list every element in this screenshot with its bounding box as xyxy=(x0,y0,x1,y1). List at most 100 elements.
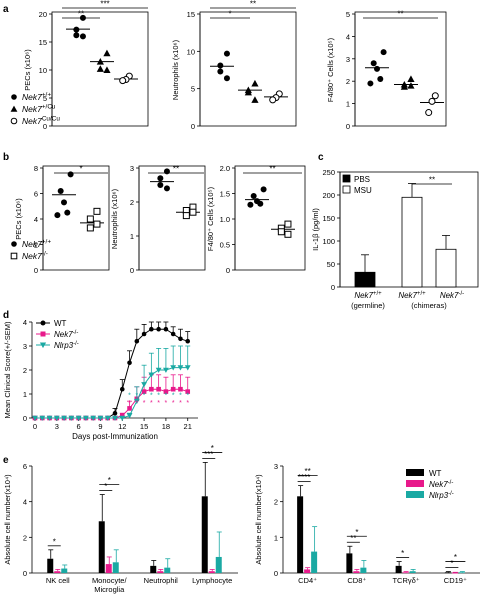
y-tick-label: 10 xyxy=(187,47,195,56)
bar xyxy=(208,571,215,573)
bar xyxy=(201,496,208,573)
legend-b-label: Nek7+/+ xyxy=(22,239,51,249)
plot-frame xyxy=(42,165,110,271)
y-tick-label: 4 xyxy=(23,318,27,327)
y-tick-label: 150 xyxy=(322,214,335,223)
y-tick-label: 15 xyxy=(39,38,47,47)
point-marker xyxy=(10,105,18,112)
bar xyxy=(451,572,458,574)
point-marker xyxy=(112,410,118,416)
significance-label: *** xyxy=(204,450,213,459)
point-marker xyxy=(93,207,101,215)
y-axis-title: F4/80⁺ Cells (x10⁵) xyxy=(206,186,215,251)
point-marker xyxy=(61,199,67,206)
legend-a-label: Nek7Cu/Cu xyxy=(22,116,60,126)
bar xyxy=(444,572,451,574)
point-marker xyxy=(61,415,67,421)
point-marker xyxy=(184,365,191,371)
y-tick-label: 0 xyxy=(34,266,38,275)
significance-label: * xyxy=(228,10,231,19)
panel-label-a: a xyxy=(3,4,9,15)
y-axis-title: PECs (x10⁶) xyxy=(23,49,32,91)
plot-frame xyxy=(234,165,306,271)
x-group-label: Nek7+/+ xyxy=(398,291,426,300)
y-tick-label: 0 xyxy=(130,266,134,275)
point-marker xyxy=(103,66,111,73)
significance-label: ** xyxy=(269,165,275,174)
gene-name: WT xyxy=(429,469,442,478)
y-axis-title: Absolute cell number(x10⁴) xyxy=(3,474,12,565)
y-tick-label: 2.0 xyxy=(220,164,230,173)
x-tick-label: CD8⁺ xyxy=(347,576,366,585)
genotype-superscript: -/- xyxy=(73,341,79,347)
genotype-superscript: +/+ xyxy=(42,239,51,246)
point-marker xyxy=(178,386,183,392)
significance-star: * xyxy=(150,400,153,407)
bar xyxy=(435,248,457,288)
point-marker xyxy=(83,415,89,421)
point-marker xyxy=(39,342,47,349)
y-tick-label: 2 xyxy=(23,533,27,542)
bar xyxy=(395,565,402,573)
point-marker xyxy=(380,49,387,56)
gene-name: Nlrp3 xyxy=(54,341,74,350)
bar xyxy=(311,551,318,573)
point-marker xyxy=(163,367,169,373)
point-marker xyxy=(10,117,18,125)
point-marker xyxy=(79,33,86,40)
point-marker xyxy=(217,68,224,75)
significance-label: ** xyxy=(173,165,179,174)
point-marker xyxy=(157,175,164,182)
y-axis-title: Neutrophils (x10⁶) xyxy=(110,188,119,249)
bar xyxy=(98,521,105,573)
significance-star: * xyxy=(135,400,138,407)
bar xyxy=(112,562,119,573)
y-tick-label: 2 xyxy=(34,241,38,250)
significance-label: * xyxy=(355,528,358,537)
point-marker xyxy=(428,97,436,105)
point-marker xyxy=(119,415,126,421)
y-tick-label: 15 xyxy=(187,10,195,19)
genotype-superscript: -/- xyxy=(459,291,465,297)
y-tick-label: 5 xyxy=(346,10,350,19)
point-marker xyxy=(157,182,164,188)
x-tick-label: 6 xyxy=(77,422,81,431)
bar xyxy=(47,558,54,573)
panel-label-b: b xyxy=(3,152,9,163)
legend-a-label: Nek7+/+ xyxy=(22,92,51,102)
point-marker xyxy=(149,386,154,392)
significance-label: ** xyxy=(429,176,435,185)
bar xyxy=(409,571,416,573)
point-marker xyxy=(73,32,80,39)
y-tick-label: 0 xyxy=(191,122,195,131)
point-marker xyxy=(119,413,125,418)
x-group-label: Nek7+/+ xyxy=(354,291,382,300)
point-marker xyxy=(377,75,384,82)
point-marker xyxy=(119,386,125,392)
significance-star: * xyxy=(128,400,131,407)
point-marker xyxy=(11,94,17,100)
x-tick-label: TCRγδ⁺ xyxy=(392,576,419,585)
point-marker xyxy=(86,215,94,223)
x-axis-title: Days post-Immunization xyxy=(72,432,158,441)
bar xyxy=(354,271,376,288)
point-marker xyxy=(93,220,101,228)
genotype-superscript: -/- xyxy=(73,330,79,336)
plot-frame xyxy=(354,11,447,127)
point-marker xyxy=(96,58,104,65)
point-marker xyxy=(244,88,252,96)
series-line xyxy=(35,367,188,419)
bar xyxy=(54,571,61,573)
point-marker xyxy=(127,360,132,366)
y-tick-label: 4 xyxy=(34,215,38,224)
point-marker xyxy=(374,65,380,72)
point-marker xyxy=(103,49,111,57)
significance-star: * xyxy=(165,400,168,407)
genotype-superscript: +/+ xyxy=(373,291,382,297)
gene-name: Nek7 xyxy=(22,251,42,261)
y-axis-title: IL-1β (pg/ml) xyxy=(311,208,320,251)
point-marker xyxy=(182,212,190,220)
point-marker xyxy=(170,386,176,392)
